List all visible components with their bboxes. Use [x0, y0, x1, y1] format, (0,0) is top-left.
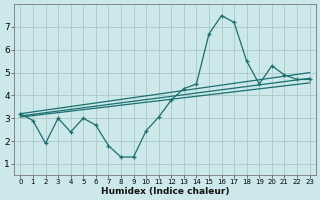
X-axis label: Humidex (Indice chaleur): Humidex (Indice chaleur) [101, 187, 229, 196]
